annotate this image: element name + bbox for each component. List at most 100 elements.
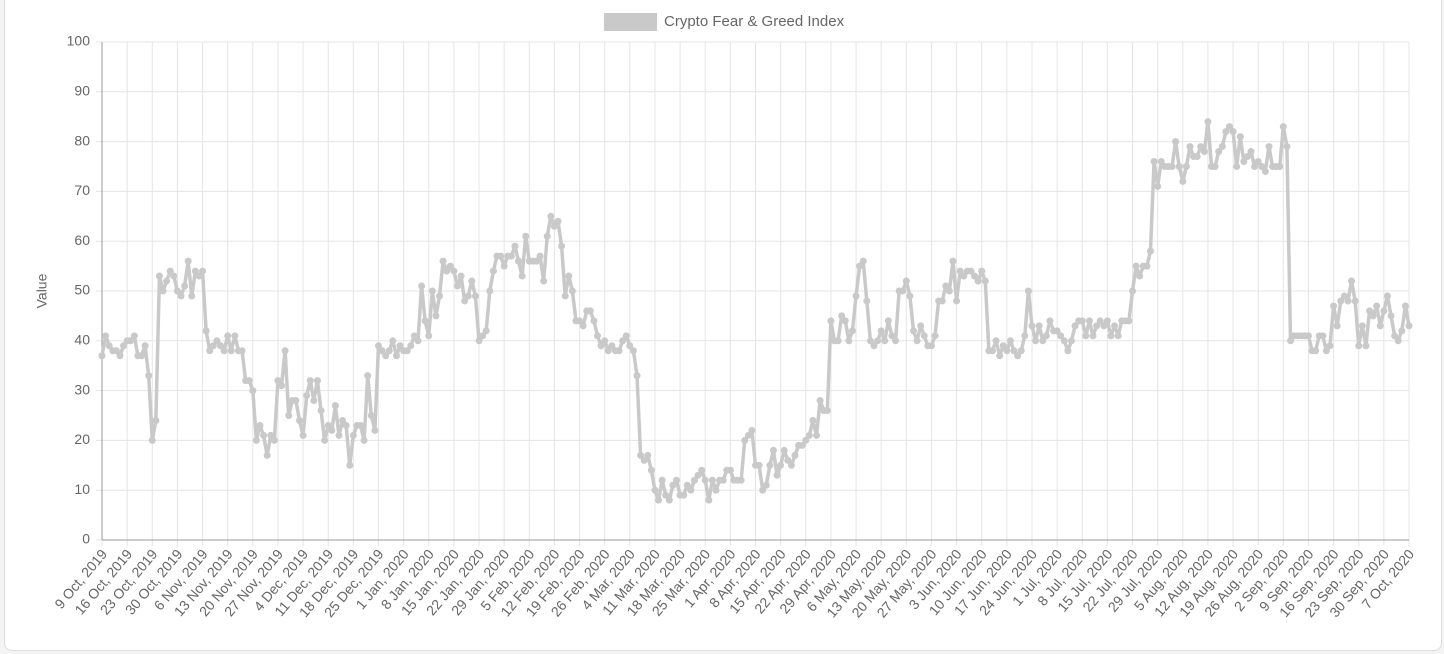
data-point: [1111, 322, 1119, 330]
data-point: [773, 471, 781, 479]
data-point: [841, 317, 849, 325]
data-point: [281, 347, 289, 355]
data-point: [913, 337, 921, 345]
data-point: [1344, 297, 1352, 305]
data-point: [1125, 317, 1133, 325]
data-point: [1229, 128, 1237, 136]
data-point: [838, 312, 846, 320]
data-point: [1179, 177, 1187, 185]
data-point: [687, 486, 695, 494]
data-point: [292, 397, 300, 405]
data-point: [870, 342, 878, 350]
data-point: [1312, 347, 1320, 355]
data-point: [360, 436, 368, 444]
data-point: [1394, 337, 1402, 345]
data-point: [1003, 347, 1011, 355]
data-point: [967, 267, 975, 275]
data-point: [224, 332, 232, 340]
data-point: [1405, 322, 1413, 330]
data-point: [791, 451, 799, 459]
data-point: [1373, 302, 1381, 310]
data-point: [1258, 163, 1266, 170]
data-point: [698, 466, 706, 474]
data-point: [945, 287, 953, 295]
y-tick-label: 10: [74, 481, 90, 497]
data-point: [1093, 322, 1101, 330]
data-point: [1387, 312, 1395, 320]
data-point: [561, 292, 569, 300]
data-point: [159, 287, 167, 295]
data-point: [518, 272, 526, 280]
data-point: [597, 342, 605, 350]
data-point: [511, 242, 519, 250]
data-point: [378, 347, 386, 355]
data-point: [823, 407, 831, 415]
data-point: [1330, 302, 1338, 310]
data-point: [594, 332, 602, 340]
data-point: [371, 426, 379, 434]
data-point: [213, 337, 221, 345]
data-point: [274, 377, 282, 385]
data-point: [1193, 153, 1201, 161]
data-point: [787, 461, 795, 469]
data-point: [1067, 337, 1075, 345]
data-point: [184, 257, 192, 265]
data-point: [1132, 262, 1140, 270]
data-point: [981, 277, 989, 285]
y-tick-label: 40: [74, 332, 90, 348]
data-point: [256, 421, 264, 429]
data-point: [1369, 312, 1377, 320]
data-point: [1136, 272, 1144, 280]
data-point: [414, 337, 422, 345]
data-point: [601, 337, 609, 345]
data-point: [428, 287, 436, 295]
data-point: [249, 387, 257, 395]
legend-label: Crypto Fear & Greed Index: [664, 13, 845, 30]
data-point: [1218, 143, 1226, 151]
y-tick-label: 70: [74, 182, 90, 198]
data-point: [1014, 352, 1022, 360]
data-point: [953, 297, 961, 305]
data-point: [1351, 297, 1359, 305]
data-point: [1157, 158, 1165, 166]
data-point: [877, 327, 885, 335]
data-point: [367, 412, 375, 419]
data-point: [382, 352, 390, 360]
data-point: [306, 377, 314, 385]
data-point: [1103, 317, 1111, 325]
data-point: [974, 277, 982, 285]
data-point: [1146, 247, 1154, 255]
data-point: [1265, 143, 1273, 151]
data-point: [403, 347, 411, 355]
data-point: [432, 312, 440, 320]
data-point: [421, 317, 429, 325]
data-point: [260, 431, 268, 439]
data-point: [532, 257, 540, 265]
data-point: [339, 416, 347, 424]
data-point: [586, 307, 594, 315]
data-point: [942, 282, 950, 290]
data-point: [321, 436, 329, 444]
y-tick-label: 50: [74, 282, 90, 298]
data-point: [665, 496, 673, 504]
y-axis-title: Value: [34, 273, 50, 308]
data-point: [112, 347, 120, 355]
data-point: [500, 262, 508, 270]
data-point: [902, 277, 910, 285]
data-point: [148, 436, 156, 444]
data-point: [1060, 337, 1068, 345]
data-point: [1225, 123, 1233, 131]
data-point: [766, 461, 774, 469]
data-point: [1240, 158, 1248, 166]
data-point: [1319, 332, 1327, 340]
data-point: [719, 476, 727, 484]
data-point: [446, 262, 454, 270]
data-point: [453, 282, 461, 290]
data-point: [141, 342, 149, 350]
data-point: [906, 292, 914, 300]
data-point: [852, 292, 860, 300]
data-point: [629, 347, 637, 355]
data-point: [909, 327, 917, 335]
data-point: [748, 426, 756, 434]
data-point: [238, 347, 246, 355]
